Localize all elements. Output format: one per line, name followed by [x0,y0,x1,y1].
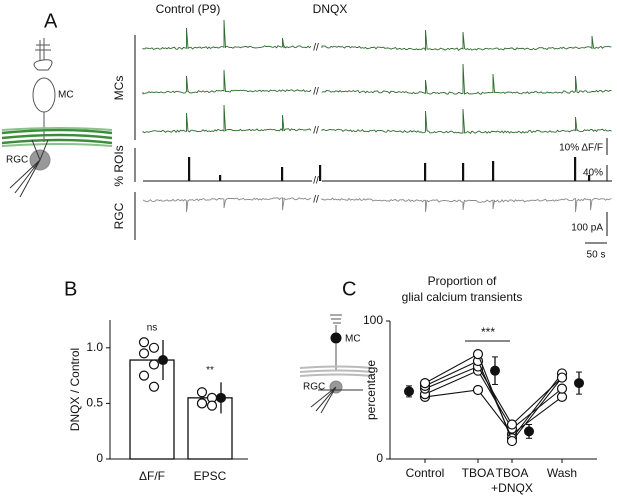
data-point [148,381,160,392]
data-point [138,348,150,359]
data-point [206,400,218,411]
mean-point [404,386,414,397]
condition-label: DNQX [313,2,348,16]
mean-point [158,355,168,366]
y-tick-label: 0.5 [86,396,103,410]
roi-bar [462,163,465,181]
roi-bar [319,165,322,181]
x-tick-label: TBOA [496,466,529,480]
break-mark: // [313,176,319,187]
y-tick-label: 0 [376,451,383,465]
traces: // // // // // [142,19,612,213]
data-point [556,391,568,402]
schematic [1,38,113,198]
series-line [424,353,563,443]
cell-label: MC [58,90,74,101]
annotation: ns [147,323,158,334]
x-tick-label: EPSC [194,469,227,483]
break-mark: // [313,126,319,137]
roi-bar [219,175,222,181]
data-point [556,372,568,383]
row-label: RGC [112,202,126,229]
y-axis-label: percentage [364,360,378,420]
y-tick-label: 0 [96,451,103,465]
mean-point [574,378,584,389]
roi-bar [281,167,284,181]
trace [142,63,612,95]
break-mark: // [313,87,319,98]
y-tick-label: 1.0 [86,340,103,354]
scale-label: 100 pA [571,223,603,234]
data-point [196,398,208,409]
cell-label: MC [345,334,361,345]
panel-label: A [44,10,58,32]
series-line [424,389,563,435]
mean-point [216,392,226,403]
scale-label: 50 s [587,250,606,261]
schematic [299,314,373,414]
x-tick-label: Wash [547,466,577,480]
y-axis-label: DNQX / Control [68,348,82,431]
row-label: MCs [112,76,126,101]
scale-label: 10% ΔF/F [559,143,603,154]
data-point [506,419,518,430]
x-tick-label: Control [406,466,445,480]
data-point [419,378,431,389]
bar [187,397,233,460]
chart-title: Proportion of [428,274,497,288]
series-line [424,360,563,440]
roi-bar [188,157,191,181]
bar [129,359,175,460]
data-point [472,384,484,396]
x-tick-label: ΔF/F [139,469,165,483]
condition-label: Control (P9) [156,2,221,16]
scale-label: 40% [583,168,603,179]
trace [142,104,612,134]
data-point [148,342,160,353]
mean-point [490,365,500,376]
row-label: % ROIs [112,145,126,186]
x-tick-label: TBOA [462,466,495,480]
data-point [556,383,568,394]
data-point [138,337,150,348]
roi-bar [574,157,577,181]
annotation: *** [481,325,495,339]
data-point [472,349,484,360]
chart-title: glial calcium transients [402,290,523,304]
break-mark: // [313,43,319,54]
cell-label: RGC [6,155,28,166]
x-tick-label: +DNQX [491,481,533,495]
roi-bar [424,163,427,181]
panel-label: B [64,278,77,300]
trace [142,197,612,213]
data-point [506,435,518,447]
series-line [424,365,563,426]
trace [142,19,612,52]
annotation: ** [206,365,214,376]
panel-label: C [342,278,356,300]
data-point [196,387,208,398]
roi-bar [492,161,495,181]
y-tick-label: 100 [363,313,383,327]
data-point [138,370,150,381]
data-point [148,359,160,370]
roi-bar [588,175,591,181]
break-mark: // [313,195,319,206]
mean-point [524,426,534,437]
cell-label: RGC [303,382,325,393]
